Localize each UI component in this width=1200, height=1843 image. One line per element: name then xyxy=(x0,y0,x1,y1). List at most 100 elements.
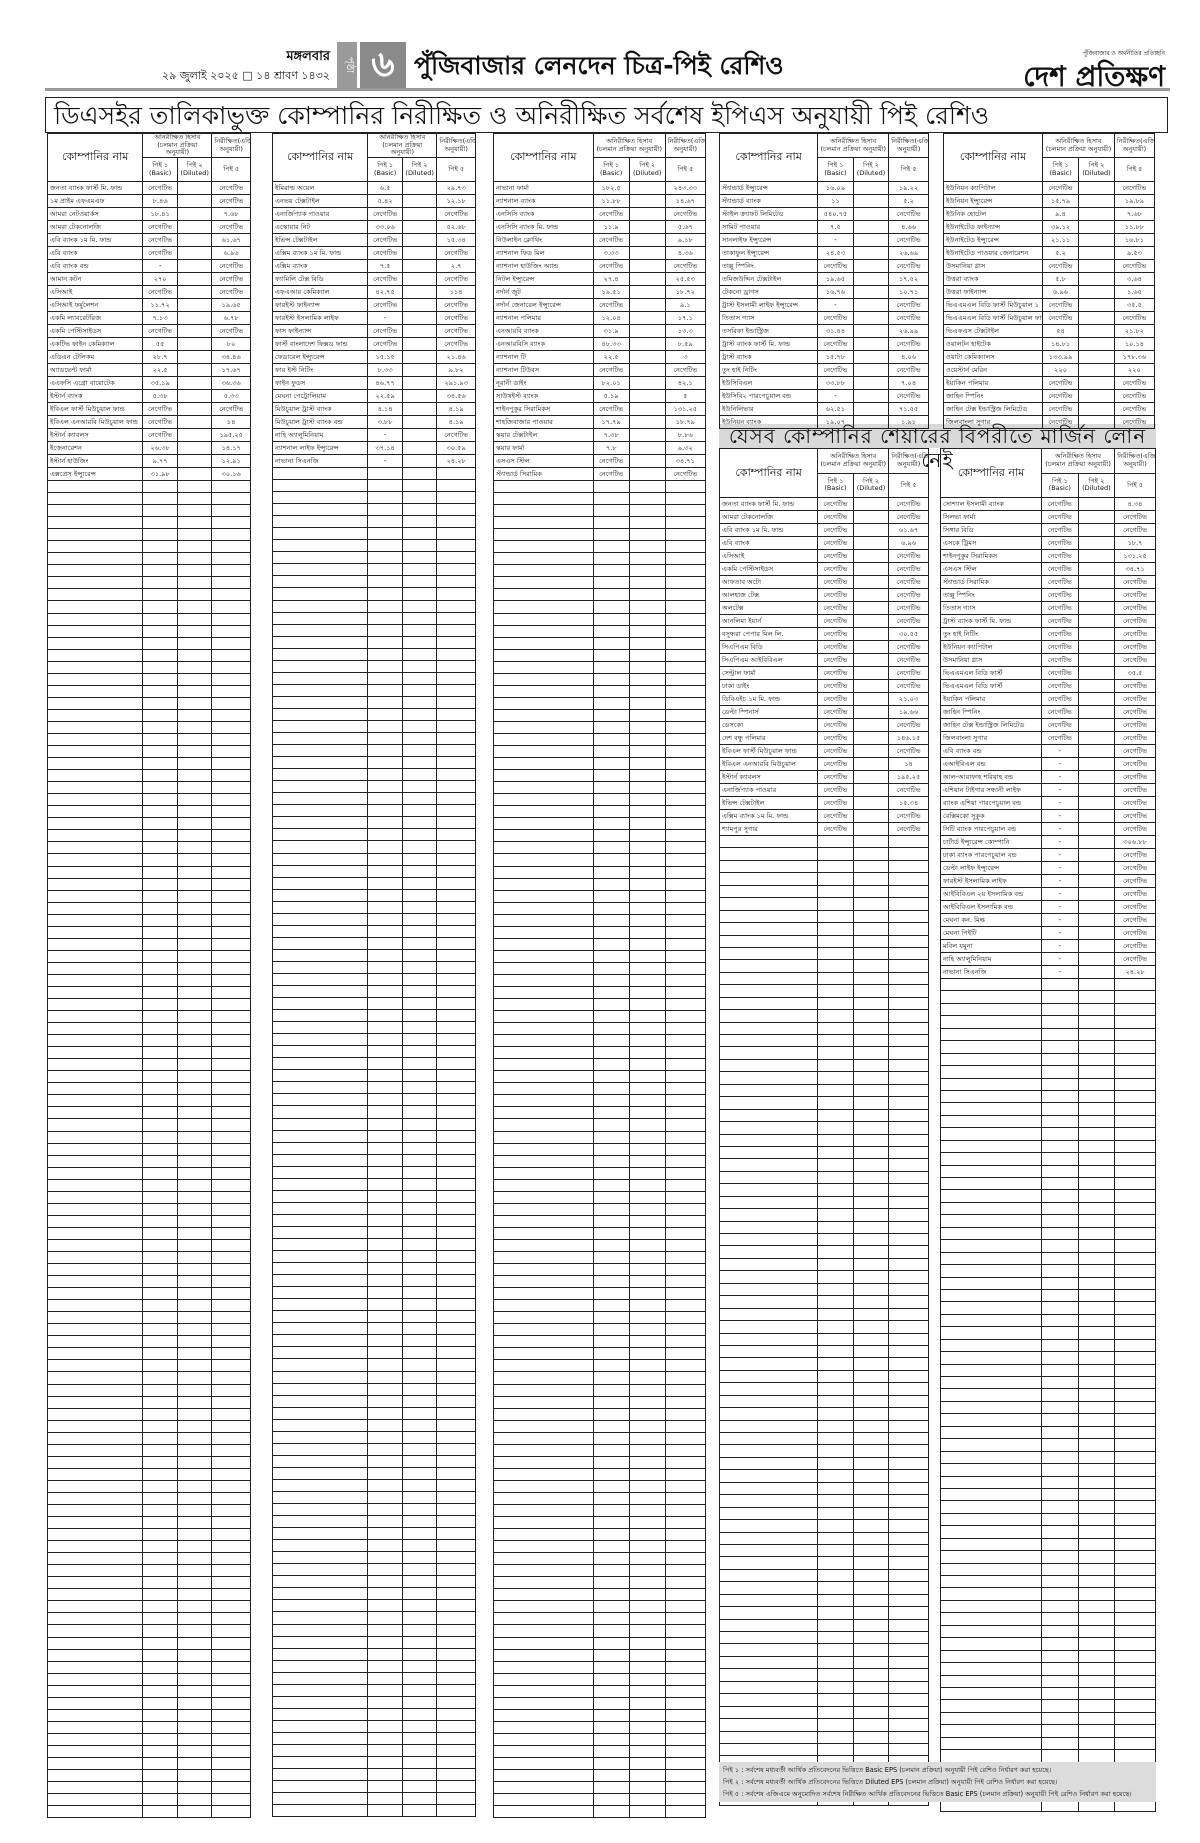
pe1-value: ৩৭.১৪ xyxy=(367,441,403,455)
pe2-value xyxy=(401,441,438,455)
company-name: নিউলাইন ক্লোথিং xyxy=(493,233,594,247)
pe5-value xyxy=(664,648,707,662)
pe2-value xyxy=(176,1516,213,1530)
pe5-value xyxy=(664,1130,707,1144)
pe1-value xyxy=(142,1696,178,1710)
company-name xyxy=(493,1070,594,1084)
pe1-value xyxy=(592,1503,630,1518)
table-row: ফাইন ফুডস ৪৬.৭৭ ২৯১.৯৩ xyxy=(271,376,476,390)
pe2-value xyxy=(401,1671,438,1685)
pe5-value xyxy=(211,1214,251,1228)
pe2-value xyxy=(176,913,213,927)
company-name xyxy=(271,1358,369,1372)
company-name xyxy=(271,1021,369,1035)
pe5-value xyxy=(888,1543,929,1558)
table-row xyxy=(493,973,707,987)
company-name xyxy=(46,1094,144,1108)
pe1-value xyxy=(592,1154,630,1168)
pe2-value xyxy=(852,1357,890,1371)
pe1-value: নেগেটিভ xyxy=(817,549,854,563)
pe2-value xyxy=(401,948,438,962)
pe5-value xyxy=(211,540,251,554)
company-name: ইমিরাল্ড অয়েল xyxy=(271,181,369,195)
pe1-value xyxy=(142,588,178,602)
pe5-value xyxy=(436,1250,476,1264)
pe5-value xyxy=(664,1781,707,1795)
pe2-value xyxy=(401,479,438,493)
pe5-value: ১৭.৬৭ xyxy=(211,363,251,377)
table-row xyxy=(493,1154,707,1168)
pe1-value xyxy=(817,1469,854,1483)
pe1-value xyxy=(1041,1736,1079,1751)
pe5-value xyxy=(1114,1052,1156,1067)
pe1-value xyxy=(817,1593,854,1608)
pe5-value xyxy=(1114,1500,1156,1514)
pe5-value xyxy=(1114,1724,1156,1738)
pe5-value: ৪.১৯ xyxy=(436,402,476,416)
pe1-value xyxy=(367,647,403,661)
pe2-value xyxy=(628,1528,666,1542)
pe1-value xyxy=(817,1556,854,1570)
company-name: ব্যাংক এশিয়া পারপেচুয়াল বন্ড xyxy=(939,796,1043,810)
pe5-value: ৩৫.৫ xyxy=(1114,666,1156,680)
pe2-value xyxy=(852,971,890,986)
pe1-value xyxy=(142,745,178,759)
pe2-value xyxy=(176,817,213,831)
pe1-value xyxy=(1041,1649,1079,1664)
pe2-value xyxy=(176,1696,213,1710)
pe1-value: নেগেটিভ xyxy=(1041,731,1079,745)
pe5-value: ১৬.৮১ xyxy=(1113,233,1156,247)
pe2-value xyxy=(852,1369,890,1384)
company-name xyxy=(939,1102,1043,1116)
pe1-value: - xyxy=(1041,861,1079,875)
pe1-value: ২২.৫৯ xyxy=(367,389,403,403)
pe2-value xyxy=(852,1245,890,1259)
pe2-value xyxy=(176,1335,213,1349)
table-row xyxy=(493,985,707,1000)
pe2-value xyxy=(852,897,890,911)
pe2-value xyxy=(628,1648,666,1662)
pe2-value xyxy=(1077,1599,1116,1614)
table-row xyxy=(493,552,707,566)
pe1-value: নেগেটিভ xyxy=(367,324,403,338)
pe2-value xyxy=(401,1768,438,1782)
pe1-value xyxy=(592,1383,630,1397)
pe1-value: নেগেটিভ xyxy=(817,679,854,693)
table-row: শাইনপুকুর সিরামিকস নেগেটিভ ১৩১.২৫ xyxy=(939,549,1156,563)
pe2-value xyxy=(628,285,666,299)
table-row xyxy=(939,1798,1156,1813)
pe5-value xyxy=(888,1705,929,1720)
pe5-value: নেগেটিভ xyxy=(211,272,251,286)
company-name xyxy=(46,1564,144,1578)
pe5-value xyxy=(888,872,929,886)
company-name xyxy=(46,1347,144,1361)
company-name xyxy=(493,1793,594,1807)
pe5-value xyxy=(436,587,476,601)
table-row xyxy=(46,998,251,1012)
company-name xyxy=(46,516,144,530)
pe5-value xyxy=(664,1142,707,1156)
pe2-value xyxy=(176,194,213,208)
pe5-value: ২১.৮২ xyxy=(1113,324,1156,338)
pe1-value: নেগেটিভ xyxy=(1042,181,1080,195)
company-name xyxy=(939,1251,1043,1266)
company-name xyxy=(493,1250,594,1265)
company-name xyxy=(493,877,594,891)
company-name xyxy=(493,1022,594,1036)
pe5-value xyxy=(211,1082,251,1096)
pe5-value xyxy=(211,1070,251,1084)
company-name xyxy=(718,1009,819,1023)
table-row xyxy=(493,1696,707,1710)
pe1-value xyxy=(142,853,178,867)
pe-table-main-1: কোম্পানির নাম অনিরীক্ষিত হিসাব (চলমান প্র… xyxy=(46,133,251,1819)
company-name xyxy=(46,985,144,1000)
company-name xyxy=(493,624,594,638)
pe1-value: নেগেটিভ xyxy=(592,233,630,247)
company-name xyxy=(46,1600,144,1614)
pe5-value xyxy=(211,1540,251,1554)
pe5-value: নেগেটিভ xyxy=(436,311,476,325)
company-name xyxy=(493,588,594,602)
company-name: ন্যাশনাল টিউবস xyxy=(493,363,594,377)
pe5-value xyxy=(211,1479,251,1493)
pe5-value xyxy=(436,816,476,830)
